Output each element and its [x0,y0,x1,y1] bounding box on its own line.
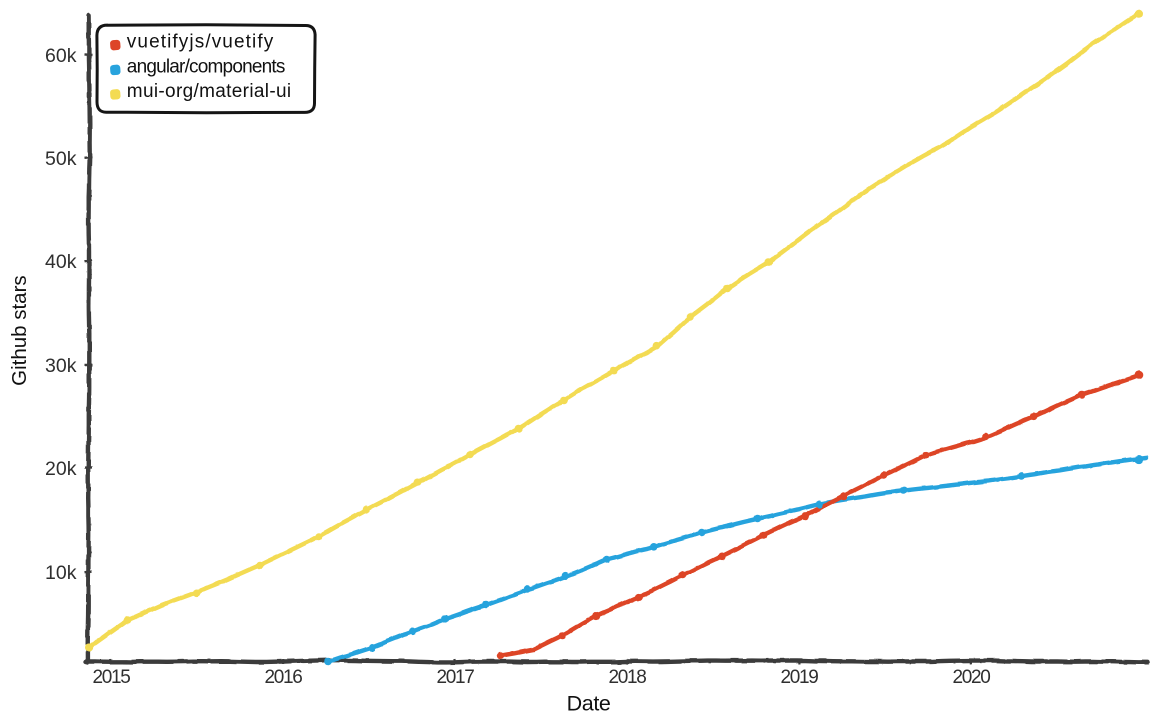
svg-text:50k: 50k [45,148,77,170]
svg-text:vuetifyjs/vuetify: vuetifyjs/vuetify [127,32,275,53]
svg-text:mui-org/material-ui: mui-org/material-ui [127,81,292,102]
svg-text:Date: Date [567,692,611,716]
svg-text:2020: 2020 [952,667,990,688]
svg-text:2015: 2015 [92,667,130,688]
svg-text:Github stars: Github stars [8,275,31,386]
svg-text:2019: 2019 [780,667,818,688]
svg-text:2016: 2016 [264,667,302,688]
svg-text:2017: 2017 [436,667,474,688]
svg-text:30k: 30k [45,355,77,377]
svg-text:angular/components: angular/components [127,56,285,77]
svg-text:10k: 10k [45,562,77,584]
svg-text:60k: 60k [45,45,77,67]
svg-text:2018: 2018 [608,667,646,688]
svg-text:40k: 40k [45,251,77,273]
svg-text:20k: 20k [45,458,77,480]
